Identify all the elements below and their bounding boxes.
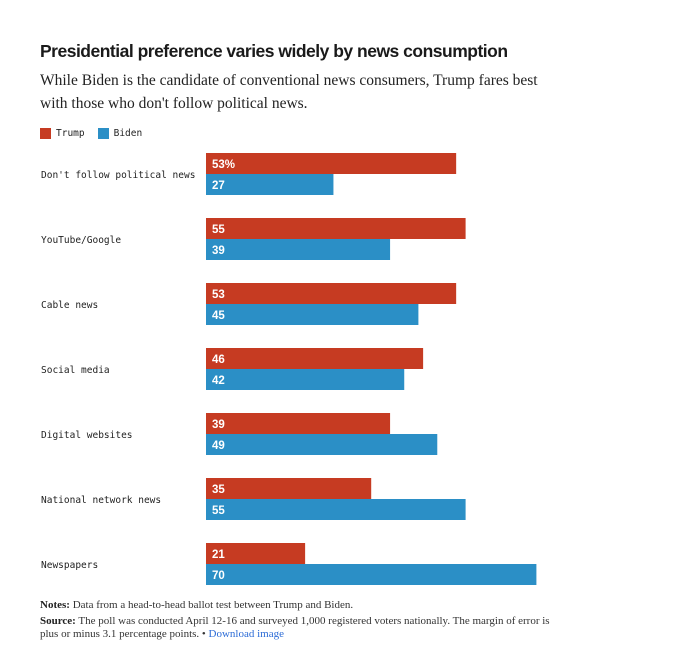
category-label: Don't follow political news xyxy=(41,170,195,181)
bar-trump xyxy=(206,218,466,239)
bar-value-label: 53% xyxy=(212,159,235,171)
source-text: The poll was conducted April 12-16 and s… xyxy=(40,615,550,640)
legend-label-trump: Trump xyxy=(56,128,85,139)
legend-swatch-trump xyxy=(40,128,51,139)
bar-value-label: 39 xyxy=(212,245,225,257)
bar-biden xyxy=(206,434,438,455)
bar-value-label: 49 xyxy=(212,440,225,452)
bar-biden xyxy=(206,239,391,260)
bar-trump xyxy=(206,413,391,434)
legend-swatch-biden xyxy=(97,128,109,139)
category-label: National network news xyxy=(41,495,161,506)
bar-trump xyxy=(206,478,372,499)
bar-value-label: 35 xyxy=(212,484,225,496)
bar-value-label: 27 xyxy=(212,180,225,192)
category-label: Digital websites xyxy=(41,430,133,441)
source-line: Source: The poll was conducted April 12-… xyxy=(40,615,550,641)
bar-biden xyxy=(206,564,537,585)
category-label: Newspapers xyxy=(41,560,98,571)
bar-value-label: 21 xyxy=(212,549,225,561)
bar-value-label: 45 xyxy=(212,310,225,322)
legend: Trump Biden xyxy=(40,128,155,139)
notes-section: Notes: Data from a head-to-head ballot t… xyxy=(40,599,550,644)
bar-value-label: 39 xyxy=(212,419,225,431)
bar-value-label: 55 xyxy=(212,224,225,236)
bar-biden xyxy=(206,304,419,325)
bar-trump xyxy=(206,283,457,304)
notes-text: Data from a head-to-head ballot test bet… xyxy=(72,599,354,611)
bar-value-label: 42 xyxy=(212,375,225,387)
bar-trump xyxy=(206,543,306,564)
chart-subtitle: While Biden is the candidate of conventi… xyxy=(40,72,538,112)
bar-value-label: 53 xyxy=(212,289,225,301)
legend-label-biden: Biden xyxy=(113,128,143,139)
category-label: Social media xyxy=(41,365,110,376)
legend-item-biden: Biden xyxy=(97,128,143,139)
bar-biden xyxy=(206,174,334,195)
bar-value-label: 55 xyxy=(212,505,225,517)
category-label: Cable news xyxy=(41,300,98,311)
chart-title: Presidential preference varies widely by… xyxy=(40,41,508,61)
bar-chart: Don't follow political news 53% 27 YouTube/… xyxy=(41,153,537,585)
source-label: Source: xyxy=(40,615,76,627)
bar-biden xyxy=(206,499,466,520)
bar-trump xyxy=(206,348,424,369)
bar-value-label: 46 xyxy=(212,354,225,366)
category-label: YouTube/Google xyxy=(41,235,121,246)
bar-trump xyxy=(206,153,457,174)
notes-label: Notes: xyxy=(40,599,70,611)
bar-value-label: 70 xyxy=(212,570,225,582)
legend-item-trump: Trump xyxy=(40,128,85,139)
notes-line: Notes: Data from a head-to-head ballot t… xyxy=(40,599,550,612)
bar-biden xyxy=(206,369,405,390)
download-image-link[interactable]: Download image xyxy=(208,628,284,640)
